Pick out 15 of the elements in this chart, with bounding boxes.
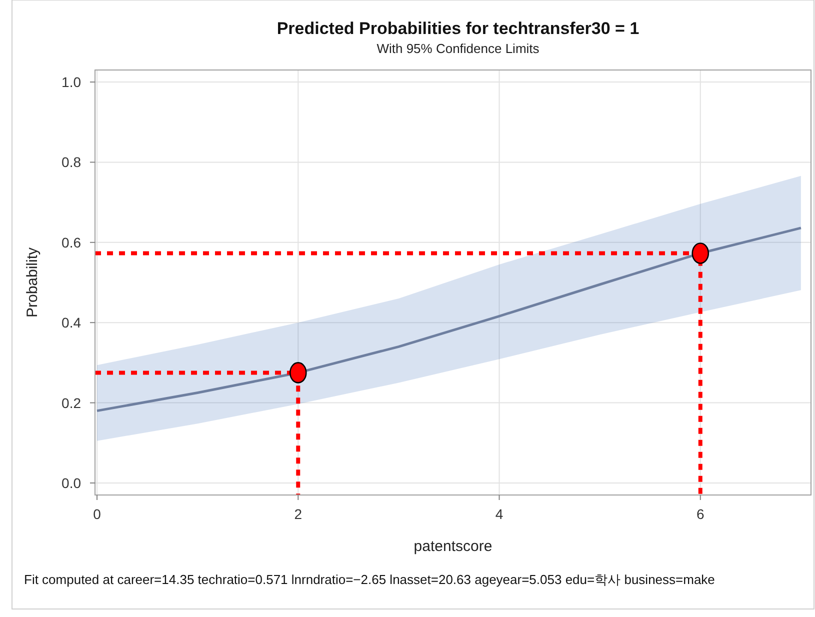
y-tick-label: 0.4 [62,314,82,331]
x-tick-label: 2 [294,506,302,522]
y-tick-label: 1.0 [62,74,82,90]
y-axis-title: Probability [24,246,41,318]
chart-title: Predicted Probabilities for techtransfer30 = 1 [276,19,640,38]
x-tick-label: 6 [696,506,704,522]
chart-subtitle: With 95% Confidence Limits [376,41,540,56]
y-tick-label: 0.8 [62,154,82,170]
x-tick-label: 4 [495,506,504,522]
x-axis-title: patentscore [414,538,492,555]
text: Fit computed at career=14.35 techratio=0.571 lnrndratio=−2.65 lnasset=20.63 ageyear=5.053 edu=학사 business=make [24,572,715,587]
y-tick-label: 0.6 [62,234,82,250]
y-tick-label: 0.0 [62,474,82,491]
x-tick-label: 0 [93,506,102,522]
y-tick-label: 0.2 [62,394,82,411]
